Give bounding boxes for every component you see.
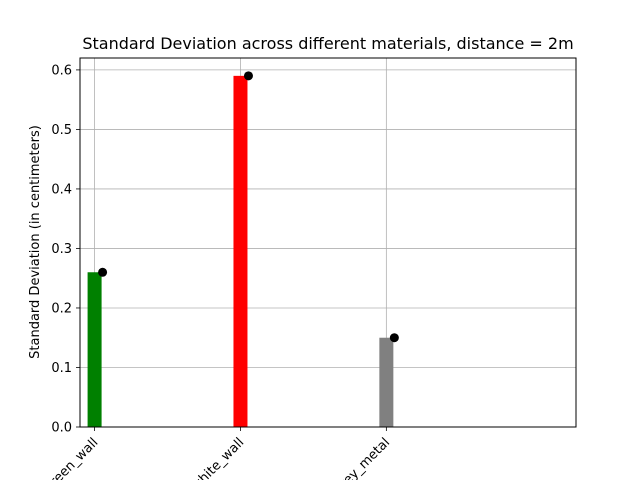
data-point-grey-metal bbox=[389, 333, 399, 343]
bars bbox=[87, 75, 394, 428]
y-tick-label: 0.6 bbox=[51, 63, 72, 78]
y-axis-ticks: 0.0 0.1 0.2 0.3 0.4 0.5 0.6 bbox=[51, 63, 80, 436]
y-tick-label: 0.3 bbox=[51, 242, 72, 257]
data-point-green-wall bbox=[98, 267, 108, 277]
y-tick-label: 0.1 bbox=[51, 361, 72, 376]
bar-white-wall bbox=[233, 75, 248, 428]
markers bbox=[98, 71, 399, 343]
chart-title: Standard Deviation across different mate… bbox=[82, 34, 573, 53]
data-point-white-wall bbox=[243, 71, 253, 81]
plot-frame bbox=[79, 57, 577, 428]
y-axis-label: Standard Deviation (in centimeters) bbox=[28, 125, 43, 359]
bar-grey-metal bbox=[379, 337, 394, 427]
y-tick-label: 0.2 bbox=[51, 301, 72, 316]
y-tick-label: 0.0 bbox=[51, 421, 72, 436]
y-tick-label: 0.4 bbox=[51, 182, 72, 197]
y-tick-label: 0.5 bbox=[51, 123, 72, 138]
bar-green-wall bbox=[87, 272, 102, 427]
